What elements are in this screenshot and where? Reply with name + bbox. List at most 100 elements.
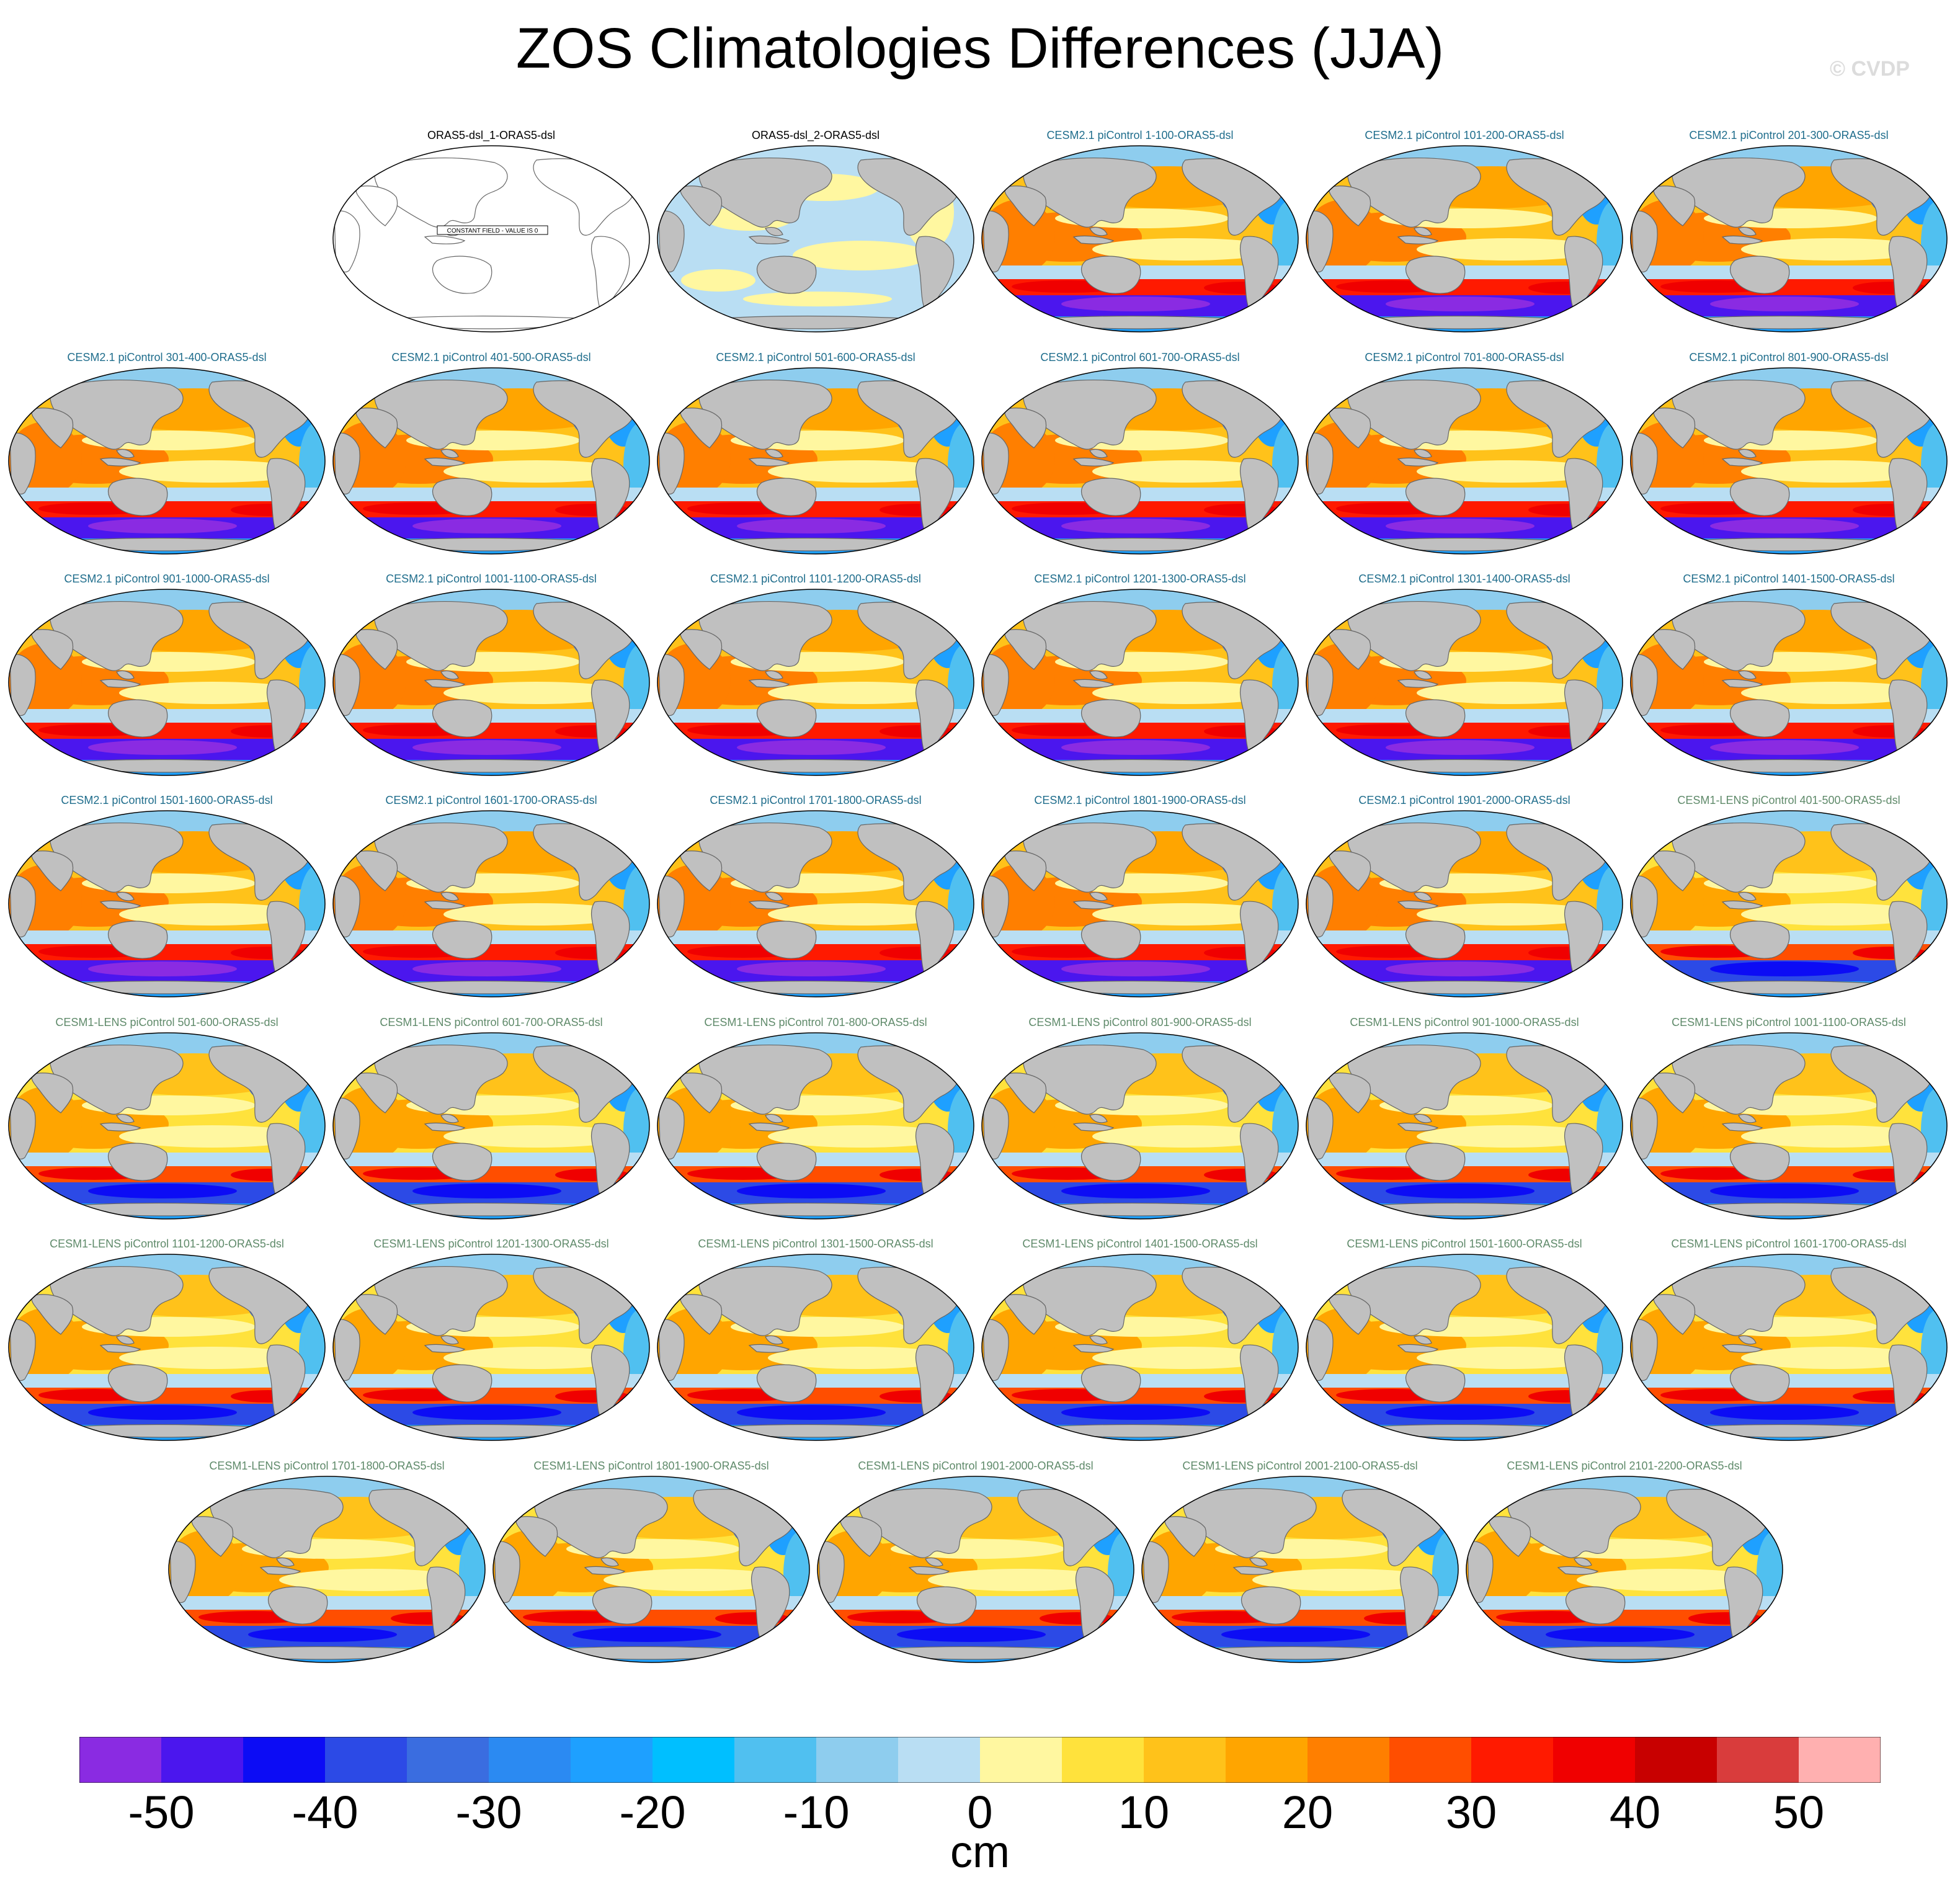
world-map xyxy=(1306,1032,1623,1220)
map-panel: CESM1-LENS piControl 1501-1600-ORAS5-dsl xyxy=(1305,1236,1624,1447)
panel-title: CESM2.1 piControl 101-200-ORAS5-dsl xyxy=(1365,129,1564,141)
panel-title: CESM1-LENS piControl 1901-2000-ORAS5-dsl xyxy=(858,1460,1094,1472)
world-map xyxy=(981,810,1299,997)
panel-title: CESM2.1 piControl 901-1000-ORAS5-dsl xyxy=(64,573,270,585)
panel-title: CESM2.1 piControl 201-300-ORAS5-dsl xyxy=(1689,129,1889,141)
world-map xyxy=(8,1254,326,1441)
map-panel: CESM2.1 piControl 1001-1100-ORAS5-dsl xyxy=(332,571,651,782)
map-panel: CESM2.1 piControl 1-100-ORAS5-dsl xyxy=(981,128,1299,339)
colorbar-box xyxy=(161,1737,244,1783)
world-map xyxy=(332,810,650,997)
map-panel: CESM2.1 piControl 1701-1800-ORAS5-dsl xyxy=(656,793,975,1004)
world-map xyxy=(657,1254,974,1441)
colorbar-tick-label: 50 xyxy=(1773,1787,1825,1838)
panel-title: CESM2.1 piControl 1501-1600-ORAS5-dsl xyxy=(61,794,273,806)
world-map xyxy=(981,1032,1299,1220)
panel-title: ORAS5-dsl_2-ORAS5-dsl xyxy=(751,129,880,141)
world-map xyxy=(1306,1254,1623,1441)
world-map xyxy=(1630,145,1948,332)
map-panel: CESM2.1 piControl 301-400-ORAS5-dsl xyxy=(7,350,326,561)
world-map xyxy=(657,1032,974,1220)
world-map xyxy=(657,589,974,776)
map-panel: CESM2.1 piControl 701-800-ORAS5-dsl xyxy=(1305,350,1624,561)
colorbar-tick-label: 10 xyxy=(1118,1787,1170,1838)
panel-title: CESM2.1 piControl 1701-1800-ORAS5-dsl xyxy=(710,794,922,806)
world-map xyxy=(981,1254,1299,1441)
world-map xyxy=(8,367,326,555)
map-panel: CESM2.1 piControl 801-900-ORAS5-dsl xyxy=(1629,350,1948,561)
world-map xyxy=(1306,589,1623,776)
world-map xyxy=(8,589,326,776)
colorbar-tick-label: -30 xyxy=(455,1787,522,1838)
map-panel: CESM2.1 piControl 1401-1500-ORAS5-dsl xyxy=(1629,571,1948,782)
world-map xyxy=(1630,367,1948,555)
colorbar-box xyxy=(1799,1737,1881,1783)
colorbar-box xyxy=(1471,1737,1554,1783)
map-panel: CESM1-LENS piControl 1701-1800-ORAS5-dsl xyxy=(167,1458,486,1669)
panel-title: CESM2.1 piControl 1601-1700-ORAS5-dsl xyxy=(385,794,597,806)
world-map xyxy=(1630,1254,1948,1441)
panel-title: CESM1-LENS piControl 1101-1200-ORAS5-dsl xyxy=(50,1238,284,1250)
map-panel: CESM2.1 piControl 101-200-ORAS5-dsl xyxy=(1305,128,1624,339)
panel-title: CESM1-LENS piControl 901-1000-ORAS5-dsl xyxy=(1350,1016,1579,1028)
colorbar-box xyxy=(980,1737,1062,1783)
colorbar-box xyxy=(1307,1737,1390,1783)
map-panel: CESM1-LENS piControl 801-900-ORAS5-dsl xyxy=(981,1015,1299,1226)
map-panel: CESM1-LENS piControl 1101-1200-ORAS5-dsl xyxy=(7,1236,326,1447)
colorbar-units: cm xyxy=(950,1827,1010,1877)
world-map xyxy=(657,810,974,997)
map-panel: CESM1-LENS piControl 1201-1300-ORAS5-dsl xyxy=(332,1236,651,1447)
map-panel: CESM2.1 piControl 1601-1700-ORAS5-dsl xyxy=(332,793,651,1004)
panel-title: CESM1-LENS piControl 701-800-ORAS5-dsl xyxy=(704,1016,927,1028)
panel-title: CESM1-LENS piControl 501-600-ORAS5-dsl xyxy=(55,1016,278,1028)
figure-title: ZOS Climatologies Differences (JJA) xyxy=(515,17,1445,80)
world-map xyxy=(492,1476,810,1663)
map-panel: CESM1-LENS piControl 1601-1700-ORAS5-dsl xyxy=(1629,1236,1948,1447)
map-panel: CESM2.1 piControl 1901-2000-ORAS5-dsl xyxy=(1305,793,1624,1004)
panel-title: CESM2.1 piControl 1901-2000-ORAS5-dsl xyxy=(1358,794,1570,806)
map-panel: CESM2.1 piControl 1801-1900-ORAS5-dsl xyxy=(981,793,1299,1004)
map-panel: CESM2.1 piControl 1201-1300-ORAS5-dsl xyxy=(981,571,1299,782)
panel-title: CESM2.1 piControl 1101-1200-ORAS5-dsl xyxy=(710,573,921,585)
colorbar-tick-label: -40 xyxy=(292,1787,359,1838)
map-panel: CESM1-LENS piControl 1801-1900-ORAS5-dsl xyxy=(492,1458,811,1669)
map-panel: CESM1-LENS piControl 401-500-ORAS5-dsl xyxy=(1629,793,1948,1004)
colorbar-tick-label: -10 xyxy=(783,1787,850,1838)
panel-title: CESM2.1 piControl 701-800-ORAS5-dsl xyxy=(1365,351,1564,364)
world-map xyxy=(1306,810,1623,997)
colorbar-box xyxy=(1226,1737,1308,1783)
colorbar-box xyxy=(898,1737,981,1783)
colorbar-box xyxy=(79,1737,162,1783)
panel-title: CESM1-LENS piControl 1401-1500-ORAS5-dsl xyxy=(1022,1238,1258,1250)
panel-title: CESM2.1 piControl 801-900-ORAS5-dsl xyxy=(1689,351,1889,364)
colorbar-box xyxy=(734,1737,817,1783)
world-map xyxy=(1466,1476,1783,1663)
world-map xyxy=(332,589,650,776)
colorbar-box xyxy=(325,1737,408,1783)
world-map: CONSTANT FIELD - VALUE IS 0 xyxy=(332,145,650,332)
map-panel: CESM2.1 piControl 601-700-ORAS5-dsl xyxy=(981,350,1299,561)
colorbar-box xyxy=(1144,1737,1226,1783)
colorbar-box xyxy=(407,1737,489,1783)
colorbar-tick-label: 20 xyxy=(1281,1787,1334,1838)
colorbar-tick-label: 40 xyxy=(1609,1787,1661,1838)
panel-title: CESM1-LENS piControl 1801-1900-ORAS5-dsl xyxy=(533,1460,769,1472)
panel-title: CESM2.1 piControl 1401-1500-ORAS5-dsl xyxy=(1683,573,1895,585)
world-map xyxy=(981,589,1299,776)
map-panel: CESM2.1 piControl 1301-1400-ORAS5-dsl xyxy=(1305,571,1624,782)
panel-title: CESM2.1 piControl 401-500-ORAS5-dsl xyxy=(391,351,591,364)
map-panel: CESM1-LENS piControl 1901-2000-ORAS5-dsl xyxy=(816,1458,1135,1669)
colorbar-box xyxy=(1635,1737,1717,1783)
colorbar-box xyxy=(1717,1737,1799,1783)
panel-title: CESM2.1 piControl 1201-1300-ORAS5-dsl xyxy=(1034,573,1246,585)
map-panel: CESM1-LENS piControl 1401-1500-ORAS5-dsl xyxy=(981,1236,1299,1447)
map-panel: CESM2.1 piControl 1101-1200-ORAS5-dsl xyxy=(656,571,975,782)
world-map xyxy=(657,145,974,332)
panel-title: CESM2.1 piControl 301-400-ORAS5-dsl xyxy=(67,351,267,364)
panel-title: CESM1-LENS piControl 2001-2100-ORAS5-dsl xyxy=(1182,1460,1418,1472)
panel-title: CESM1-LENS piControl 601-700-ORAS5-dsl xyxy=(380,1016,603,1028)
map-panel: CESM1-LENS piControl 701-800-ORAS5-dsl xyxy=(656,1015,975,1226)
panel-title: CESM1-LENS piControl 801-900-ORAS5-dsl xyxy=(1028,1016,1252,1028)
world-map xyxy=(8,810,326,997)
map-panel: ORAS5-dsl_1-ORAS5-dsl CONSTANT FIELD - VA… xyxy=(332,128,651,339)
